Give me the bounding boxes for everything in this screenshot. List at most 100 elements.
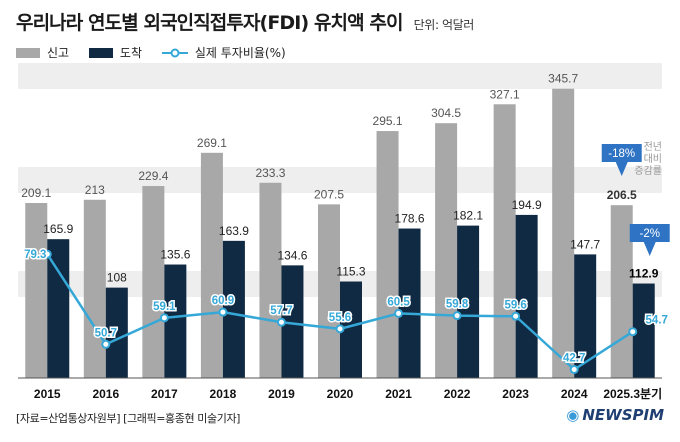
value-label-arrived: 115.3 bbox=[336, 265, 365, 279]
legend: 신고 도착 실제 투자비율(%) bbox=[16, 44, 302, 61]
ratio-point bbox=[159, 313, 169, 323]
bar-reported bbox=[83, 199, 106, 378]
category-label: 2017 bbox=[151, 387, 178, 401]
ratio-point bbox=[569, 364, 579, 374]
bar-arrived bbox=[281, 265, 304, 378]
ratio-label: 55.6 bbox=[329, 312, 351, 324]
category-label: 2019 bbox=[268, 387, 295, 401]
legend-label-ratio: 실제 투자비율(%) bbox=[194, 46, 286, 60]
bar-arrived bbox=[105, 287, 128, 378]
bar-arrived bbox=[164, 264, 187, 378]
bar-reported bbox=[25, 203, 48, 378]
chart-title: 우리나라 연도별 외국인직접투자(FDI) 유치액 추이 bbox=[16, 12, 403, 34]
value-label-arrived: 134.6 bbox=[277, 248, 307, 262]
brand-text: NEWSPIM bbox=[582, 406, 664, 424]
bar-reported bbox=[493, 104, 516, 378]
legend-label-arrived: 도착 bbox=[119, 46, 143, 60]
background-band bbox=[18, 63, 662, 89]
ratio-label: 50.7 bbox=[95, 327, 117, 339]
change-note: 증감률 bbox=[634, 165, 662, 177]
bar-reported bbox=[318, 204, 340, 378]
value-label-reported: 233.3 bbox=[255, 166, 285, 180]
change-note: 대비 bbox=[644, 153, 662, 165]
source-credit: [자료=산업통상자원부] [그래픽=홍종현 미술기자] bbox=[16, 412, 241, 425]
value-label-reported: 269.1 bbox=[197, 136, 227, 150]
ratio-point bbox=[218, 307, 228, 317]
value-label-arrived: 112.9 bbox=[629, 267, 659, 281]
arrived-change-badge-label: -2% bbox=[640, 228, 660, 240]
ratio-label: 59.1 bbox=[153, 301, 176, 313]
bar-reported bbox=[435, 123, 458, 378]
ratio-point bbox=[394, 308, 404, 318]
value-label-arrived: 147.7 bbox=[570, 237, 600, 251]
value-label-reported: 229.4 bbox=[138, 169, 168, 183]
bar-reported bbox=[142, 186, 165, 378]
ratio-label: 59.6 bbox=[504, 299, 526, 311]
bar-reported bbox=[610, 205, 633, 378]
reported-change-badge-arrow-icon bbox=[601, 144, 642, 176]
value-label-reported: 213 bbox=[85, 183, 105, 197]
value-label-arrived: 108 bbox=[107, 271, 127, 285]
arrived-change-badge-arrow-icon bbox=[629, 224, 670, 256]
ratio-label: 42.7 bbox=[563, 352, 585, 364]
legend-item-reported: 신고 bbox=[16, 44, 69, 61]
value-label-reported: 295.1 bbox=[373, 114, 403, 128]
value-label-reported: 327.1 bbox=[490, 87, 520, 101]
legend-item-arrived: 도착 bbox=[88, 44, 143, 61]
bar-arrived bbox=[398, 228, 421, 378]
legend-swatch-ratio bbox=[161, 48, 188, 57]
bar-arrived bbox=[222, 240, 245, 378]
bar-arrived bbox=[632, 283, 655, 378]
value-label-arrived: 178.6 bbox=[395, 212, 425, 226]
value-label-reported: 207.5 bbox=[314, 187, 344, 201]
category-label: 2021 bbox=[385, 387, 412, 401]
category-label: 2018 bbox=[210, 387, 237, 401]
value-label-arrived: 165.9 bbox=[43, 222, 73, 236]
change-note: 전년 bbox=[644, 141, 662, 153]
bar-reported bbox=[552, 88, 575, 379]
ratio-point bbox=[101, 339, 111, 349]
value-label-reported: 206.5 bbox=[607, 188, 637, 202]
ratio-label: 79.3 bbox=[24, 249, 46, 261]
ratio-label: 60.5 bbox=[387, 296, 410, 308]
bar-arrived bbox=[515, 214, 538, 378]
ratio-point bbox=[276, 317, 286, 327]
legend-swatch-reported bbox=[16, 47, 40, 58]
value-label-arrived: 194.9 bbox=[512, 198, 542, 212]
legend-label-reported: 신고 bbox=[47, 46, 70, 60]
value-label-arrived: 163.9 bbox=[219, 224, 249, 238]
ratio-point bbox=[335, 324, 345, 334]
category-label: 2022 bbox=[444, 387, 471, 401]
title-bar: 우리나라 연도별 외국인직접투자(FDI) 유치액 추이 단위: 억달러 bbox=[16, 8, 474, 35]
ratio-point bbox=[511, 311, 521, 321]
bar-arrived bbox=[340, 281, 362, 378]
ratio-point bbox=[452, 311, 462, 321]
newspim-logo: ◉ NEWSPIM bbox=[566, 406, 664, 424]
category-label: 2015 bbox=[34, 387, 61, 401]
value-label-arrived: 182.1 bbox=[453, 209, 483, 223]
ratio-label: 54.7 bbox=[646, 315, 668, 327]
category-label: 2025.3분기 bbox=[603, 386, 662, 401]
ratio-point bbox=[628, 327, 638, 337]
value-label-reported: 345.7 bbox=[548, 72, 578, 86]
newspim-mark-icon: ◉ bbox=[566, 406, 580, 424]
category-label: 2023 bbox=[502, 387, 529, 401]
ratio-point bbox=[42, 249, 52, 259]
legend-item-ratio: 실제 투자비율(%) bbox=[161, 44, 286, 61]
bar-reported bbox=[376, 131, 399, 378]
category-label: 2016 bbox=[92, 387, 119, 401]
bar-arrived bbox=[574, 254, 597, 378]
bar-reported bbox=[259, 182, 282, 378]
bar-reported bbox=[200, 152, 223, 378]
ratio-label: 60.9 bbox=[212, 295, 234, 307]
bar-arrived bbox=[457, 225, 480, 378]
value-label-reported: 209.1 bbox=[21, 186, 51, 200]
legend-swatch-arrived bbox=[88, 47, 113, 58]
value-label-arrived: 135.6 bbox=[160, 248, 190, 262]
reported-change-badge-label: -18% bbox=[608, 148, 635, 160]
category-label: 2024 bbox=[561, 387, 588, 401]
unit-label: 단위: 억달러 bbox=[413, 18, 475, 32]
ratio-label: 57.7 bbox=[270, 305, 292, 317]
ratio-label: 59.8 bbox=[446, 299, 469, 311]
